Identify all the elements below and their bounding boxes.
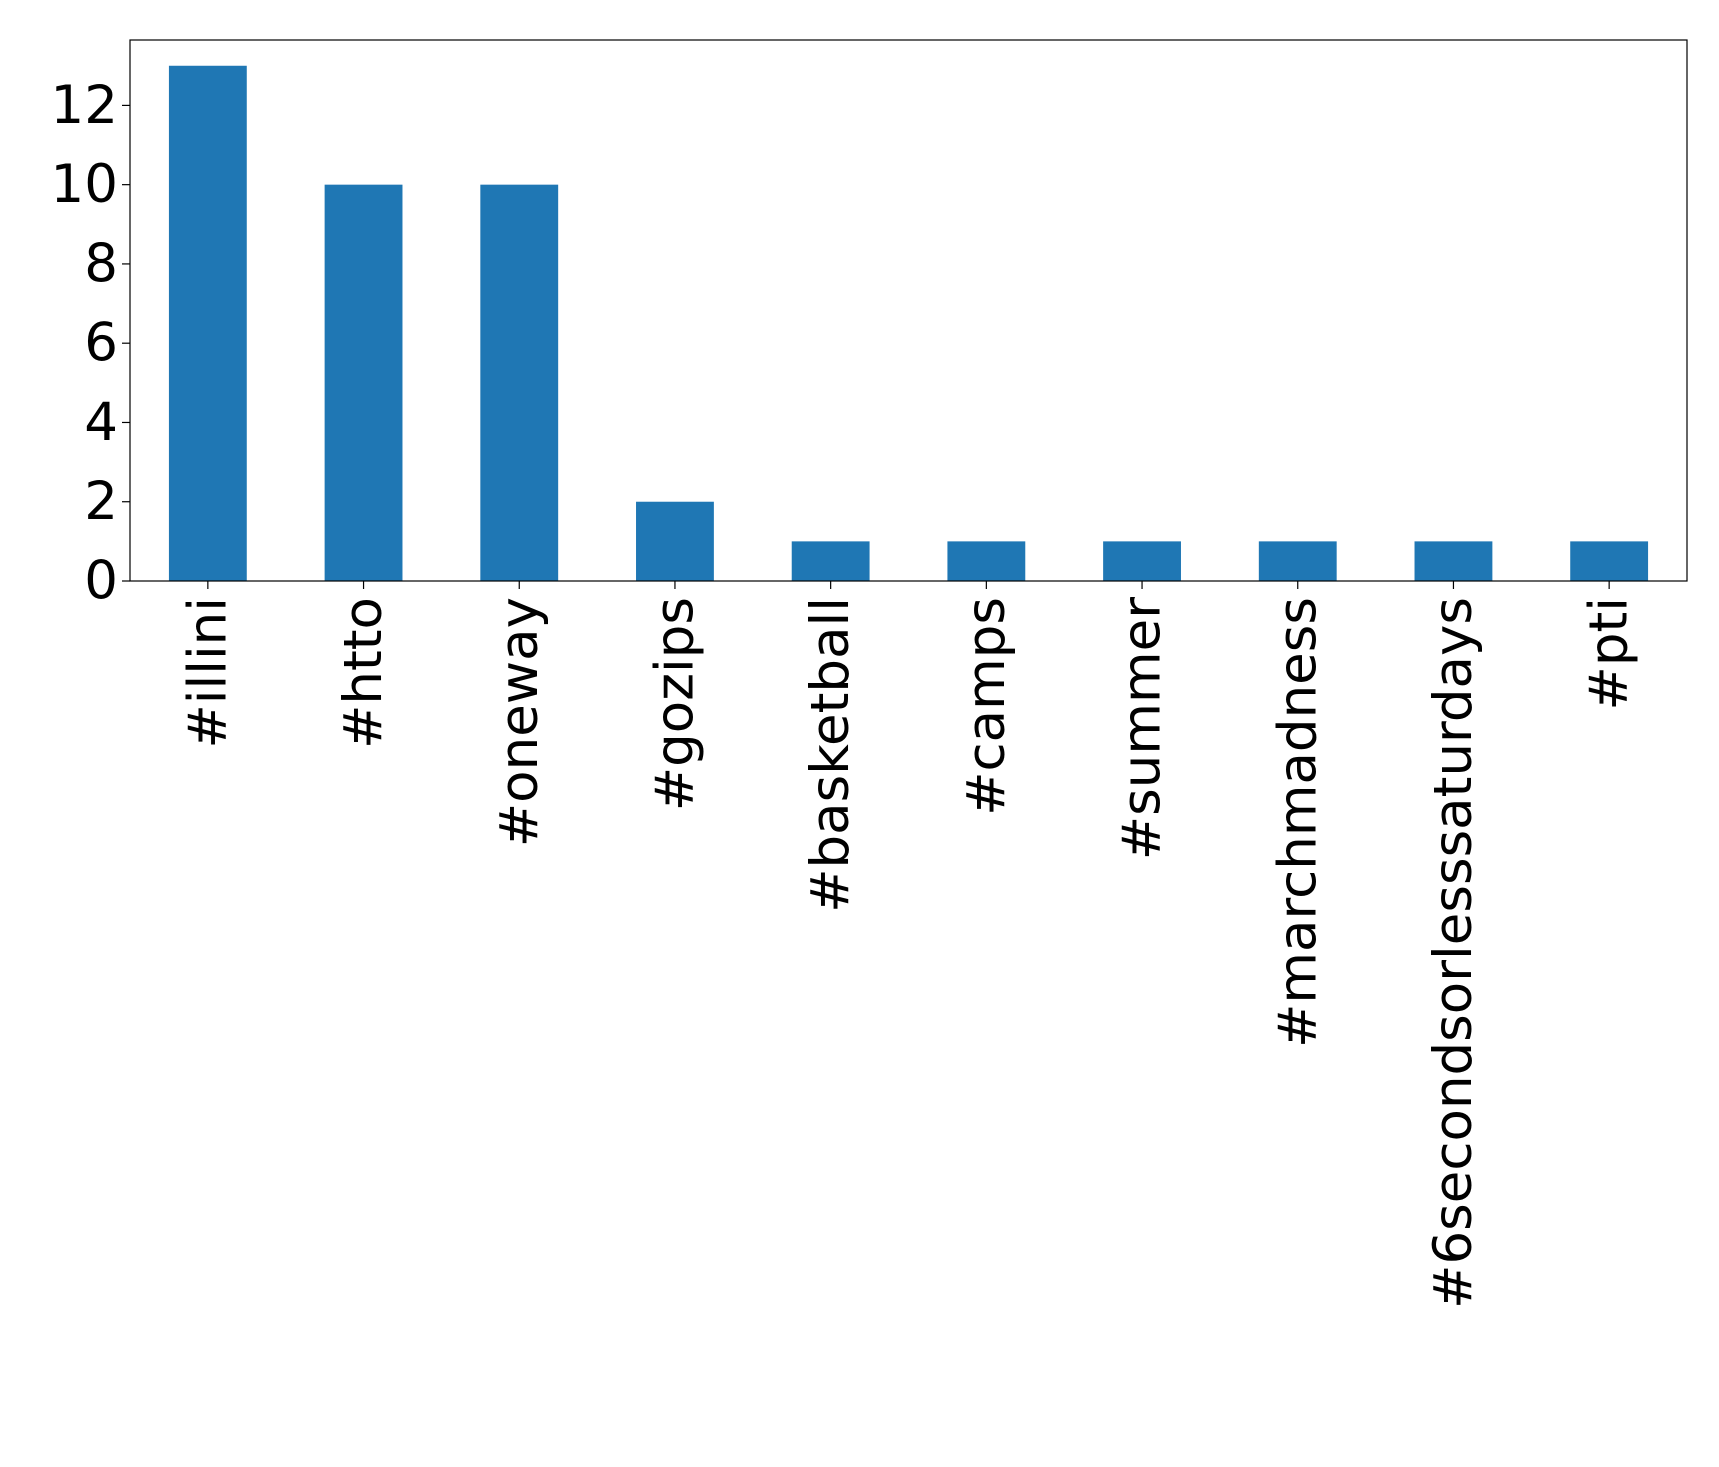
bar: [636, 501, 714, 581]
bar: [480, 184, 559, 581]
plot-frame: [129, 39, 1688, 582]
bar: [168, 65, 247, 581]
y-tick-label: 4: [84, 392, 118, 453]
x-tick-label: #marchmadness: [1267, 597, 1328, 1048]
bar: [1103, 541, 1181, 581]
x-tick-label: #illini: [177, 597, 238, 749]
bar: [1570, 541, 1649, 581]
y-tick-label: 6: [84, 313, 118, 374]
y-tick-label: 2: [84, 471, 118, 532]
x-tick-label: #oneway: [489, 597, 550, 847]
x-tick-label: #summer: [1112, 597, 1173, 860]
y-tick-label: 12: [51, 75, 118, 136]
y-tick-label: 10: [51, 154, 118, 215]
bar: [791, 541, 870, 581]
x-tick-label: #htto: [333, 597, 394, 749]
bar: [1414, 541, 1493, 581]
y-tick-label: 8: [84, 233, 118, 294]
x-tick-label: #pti: [1579, 597, 1640, 711]
x-tick-label: #gozips: [644, 597, 705, 811]
x-tick-label: #6secondsorlesssaturdays: [1423, 597, 1484, 1309]
bar: [324, 184, 403, 581]
x-tick-label: #basketball: [800, 597, 861, 913]
x-tick-label: #camps: [956, 597, 1017, 816]
bar: [947, 541, 1026, 581]
y-tick-label: 0: [84, 551, 118, 612]
bar: [1258, 541, 1337, 581]
